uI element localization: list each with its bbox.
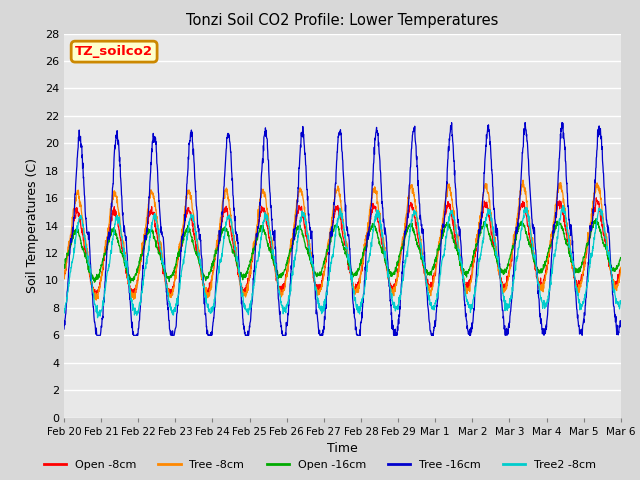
Tree -8cm — [60, 275, 68, 281]
Tree2 -8cm — [216, 261, 223, 267]
Open -16cm — [359, 252, 367, 257]
Open -8cm — [568, 258, 575, 264]
Open -8cm — [371, 204, 379, 209]
Open -8cm — [504, 273, 512, 279]
Open -16cm — [617, 255, 625, 261]
Open -16cm — [592, 216, 600, 222]
Tree -8cm — [504, 276, 512, 281]
Tree -16cm — [568, 233, 576, 239]
Tree2 -8cm — [60, 310, 68, 315]
Open -16cm — [568, 258, 575, 264]
Line: Tree -8cm: Tree -8cm — [64, 180, 621, 300]
Tree -16cm — [216, 232, 223, 238]
Tree -16cm — [522, 120, 529, 125]
Open -16cm — [371, 224, 379, 230]
X-axis label: Time: Time — [327, 442, 358, 455]
Tree -8cm — [216, 226, 223, 231]
Tree2 -8cm — [371, 218, 379, 224]
Open -8cm — [593, 195, 600, 201]
Open -16cm — [216, 240, 223, 246]
Open -8cm — [617, 267, 625, 273]
Tree2 -8cm — [559, 203, 567, 208]
Text: TZ_soilco2: TZ_soilco2 — [75, 45, 153, 58]
Tree -16cm — [93, 333, 100, 338]
Tree -8cm — [584, 237, 591, 242]
Open -16cm — [584, 243, 591, 249]
Title: Tonzi Soil CO2 Profile: Lower Temperatures: Tonzi Soil CO2 Profile: Lower Temperatur… — [186, 13, 499, 28]
Line: Open -16cm: Open -16cm — [64, 219, 621, 283]
Open -8cm — [128, 293, 136, 299]
Line: Tree -16cm: Tree -16cm — [64, 122, 621, 336]
Open -16cm — [60, 265, 68, 271]
Tree2 -8cm — [584, 278, 591, 284]
Tree -16cm — [359, 304, 367, 310]
Tree -16cm — [584, 273, 591, 279]
Tree2 -8cm — [617, 299, 625, 305]
Tree -8cm — [92, 297, 100, 303]
Tree -8cm — [371, 184, 379, 190]
Open -16cm — [504, 263, 512, 269]
Line: Open -8cm: Open -8cm — [64, 198, 621, 296]
Tree2 -8cm — [504, 305, 512, 311]
Tree -8cm — [568, 263, 576, 268]
Tree2 -8cm — [359, 296, 367, 301]
Tree -8cm — [617, 264, 625, 270]
Y-axis label: Soil Temperatures (C): Soil Temperatures (C) — [26, 158, 39, 293]
Tree -16cm — [617, 321, 625, 326]
Open -16cm — [127, 280, 134, 286]
Open -8cm — [60, 272, 68, 277]
Legend: Open -8cm, Tree -8cm, Open -16cm, Tree -16cm, Tree2 -8cm: Open -8cm, Tree -8cm, Open -16cm, Tree -… — [39, 456, 601, 474]
Line: Tree2 -8cm: Tree2 -8cm — [64, 205, 621, 318]
Tree -8cm — [359, 258, 367, 264]
Tree2 -8cm — [93, 315, 101, 321]
Tree -8cm — [519, 177, 527, 183]
Open -8cm — [359, 261, 367, 266]
Tree -16cm — [504, 324, 512, 329]
Open -8cm — [584, 242, 591, 248]
Tree -16cm — [371, 138, 379, 144]
Tree2 -8cm — [568, 254, 576, 260]
Open -8cm — [216, 237, 223, 243]
Tree -16cm — [60, 326, 68, 332]
